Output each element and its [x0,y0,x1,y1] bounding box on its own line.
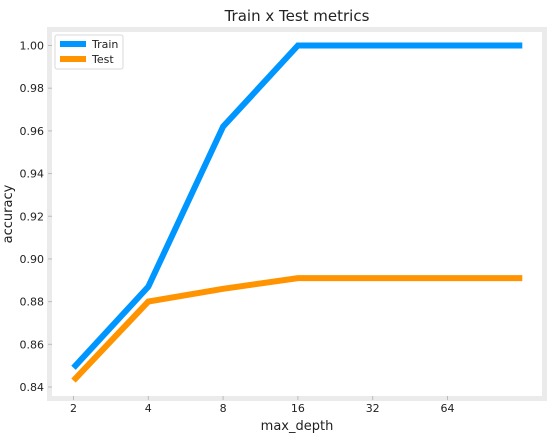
legend: Train Test [54,34,124,70]
x-tick-label: 4 [145,402,152,415]
legend-label-test: Test [91,53,114,66]
y-axis-ticks: 0.84 0.86 0.88 0.90 0.92 0.94 0.96 0.98 1.00 [20,40,52,394]
x-tick-label: 32 [366,402,380,415]
y-tick-label: 0.88 [20,296,45,309]
chart-title: Train x Test metrics [224,7,370,25]
x-axis-label: max_depth [261,419,334,434]
series-line-train [71,42,523,370]
legend-label-train: Train [91,38,118,51]
y-tick-label: 0.96 [20,125,45,138]
y-tick-label: 1.00 [20,40,45,53]
x-tick-label: 8 [220,402,227,415]
y-tick-label: 0.86 [20,338,45,351]
plot-frame [47,27,547,401]
series-lines [71,42,523,383]
y-tick-label: 0.84 [20,381,45,394]
x-tick-label: 2 [70,402,77,415]
x-axis-ticks: 2 4 8 16 32 64 [70,396,455,415]
y-tick-label: 0.92 [20,210,45,223]
y-tick-label: 0.94 [20,168,45,181]
x-tick-label: 16 [291,402,305,415]
y-tick-label: 0.90 [20,253,45,266]
x-tick-label: 64 [441,402,455,415]
y-axis-label: accuracy [1,184,16,243]
series-line-test [71,275,523,383]
y-tick-label: 0.98 [20,82,45,95]
